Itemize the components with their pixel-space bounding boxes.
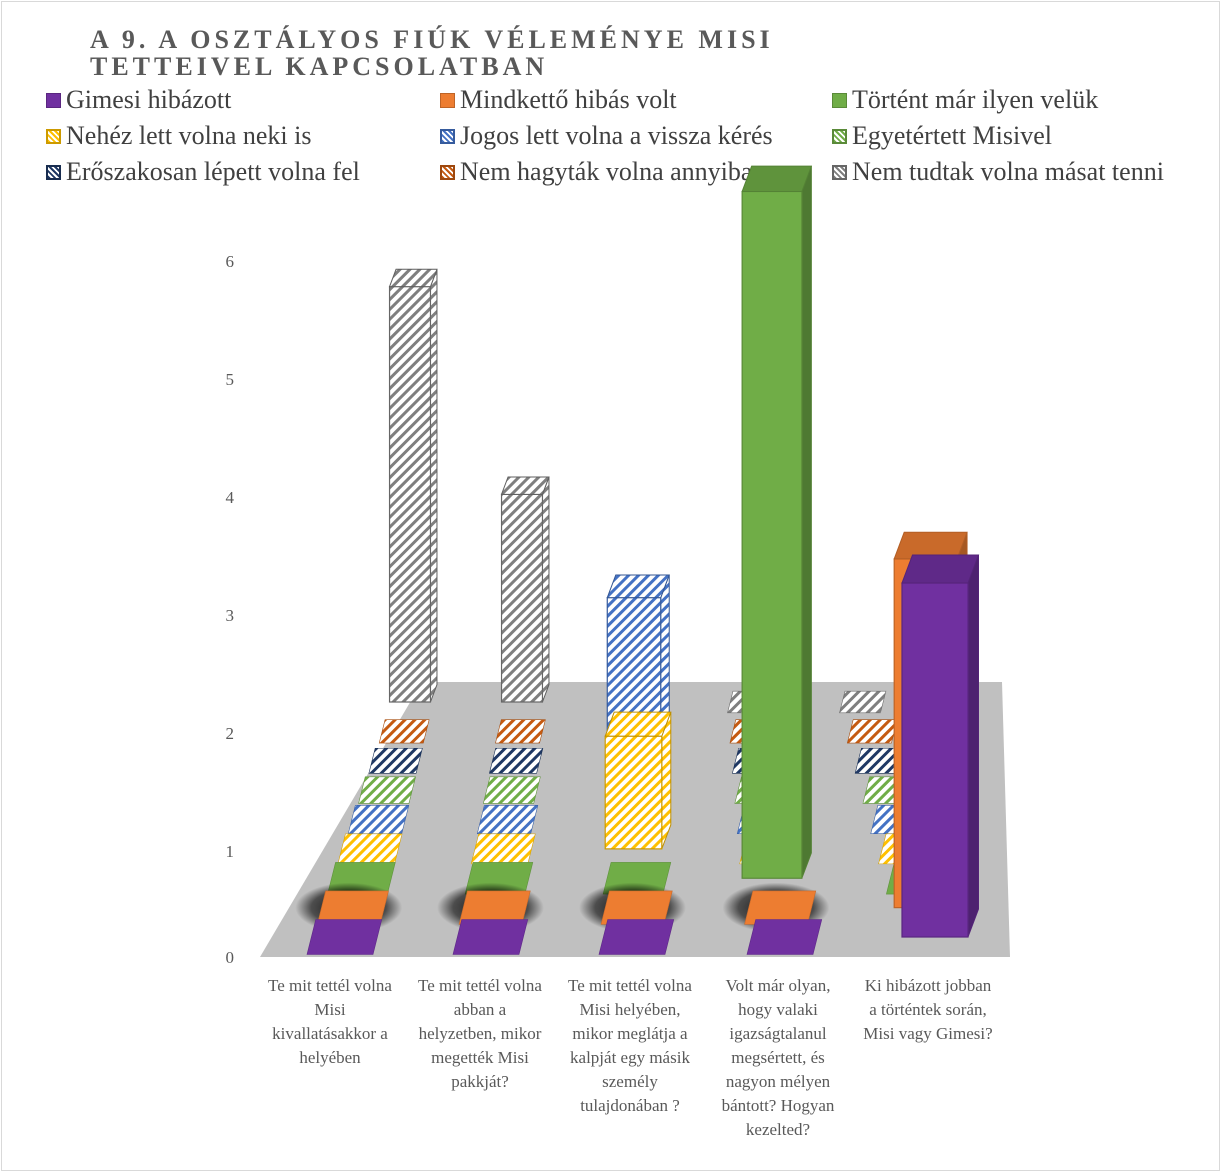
category-label: Te mit tettél volna abban a helyzetben, … (418, 976, 542, 1091)
legend-swatch (832, 92, 847, 108)
bar (741, 190, 803, 879)
legend-item: Erőszakosan lépett volna fel (46, 157, 440, 187)
legend-label: Történt már ilyen velük (852, 85, 1099, 114)
legend-label: Nehéz lett volna neki is (66, 121, 312, 150)
legend-swatch (832, 164, 847, 180)
bar (495, 719, 546, 744)
bar (476, 805, 539, 834)
y-tick-label: 3 (226, 606, 235, 625)
bar (470, 833, 536, 865)
y-tick-label: 4 (226, 488, 235, 507)
y-tick-label: 1 (226, 842, 235, 861)
bar (967, 554, 979, 938)
bar (839, 690, 887, 714)
legend-label: Erőszakosan lépett volna fel (66, 157, 360, 186)
y-tick-label: 6 (226, 252, 235, 271)
bar (541, 476, 550, 703)
legend-swatch (46, 164, 61, 180)
bar (746, 919, 823, 955)
legend-row: Nehéz lett volna neki is Jogos lett volna… (46, 118, 1216, 154)
legend-swatch (440, 92, 455, 108)
bar (388, 268, 438, 288)
y-tick-label: 0 (226, 948, 235, 967)
bar (489, 747, 544, 774)
legend-label: Nem hagyták volna annyiban (460, 157, 766, 186)
bar (606, 574, 670, 599)
legend-swatch (440, 128, 455, 144)
legend-label: Jogos lett volna a vissza kérés (460, 121, 773, 150)
bar (901, 554, 980, 584)
legend-item: Nehéz lett volna neki is (46, 121, 440, 151)
bar (358, 776, 416, 804)
bar (388, 286, 432, 703)
y-tick-label: 5 (226, 370, 235, 389)
legend-label: Mindkettő hibás volt (460, 85, 677, 114)
legend-item: Történt már ilyen velük (832, 85, 1216, 115)
bar (429, 269, 438, 703)
bar (378, 719, 430, 744)
legend: Gimesi hibázott Mindkettő hibás volt Törté… (46, 82, 1216, 190)
legend-item: Nem tudtak volna másat tenni (832, 157, 1216, 187)
bar (482, 776, 541, 804)
category-label: Te mit tettél volna Misi kivallatásakkor… (268, 976, 392, 1067)
bar (801, 165, 812, 879)
bar (368, 747, 423, 774)
legend-swatch (46, 92, 61, 108)
bar (337, 833, 403, 865)
bar (500, 476, 550, 495)
legend-item: Jogos lett volna a vissza kérés (440, 121, 832, 151)
bar (306, 919, 383, 955)
legend-label: Gimesi hibázott (66, 85, 232, 114)
bar (452, 919, 529, 955)
bar (741, 165, 813, 192)
legend-swatch (832, 128, 847, 144)
bar (901, 582, 969, 938)
chart-title: A 9. A OSZTÁLYOS FIÚK VÉLEMÉNYE MISI TET… (90, 25, 774, 81)
category-label: Volt már olyan, hogy valaki igazságtalan… (721, 976, 835, 1139)
bar (500, 493, 544, 703)
bar (846, 719, 898, 744)
legend-label: Egyetértett Misivel (852, 121, 1053, 150)
legend-row: Gimesi hibázott Mindkettő hibás volt Törté… (46, 82, 1216, 118)
legend-item: Nem hagyták volna annyiban (440, 157, 832, 187)
bar (604, 711, 672, 737)
category-label: Ki hibázott jobban a történtek során, Mi… (863, 976, 993, 1043)
bar (347, 805, 410, 834)
legend-item: Gimesi hibázott (46, 85, 440, 115)
legend-swatch (46, 128, 61, 144)
legend-row: Erőszakosan lépett volna fel Nem hagyták … (46, 154, 1216, 190)
legend-swatch (440, 164, 455, 180)
bar (604, 735, 663, 850)
bar (598, 919, 675, 955)
y-tick-label: 2 (226, 724, 235, 743)
category-label: Te mit tettél volna Misi helyében, mikor… (568, 976, 692, 1115)
legend-item: Egyetértett Misivel (832, 121, 1216, 151)
legend-item: Mindkettő hibás volt (440, 85, 832, 115)
legend-label: Nem tudtak volna másat tenni (852, 157, 1164, 186)
